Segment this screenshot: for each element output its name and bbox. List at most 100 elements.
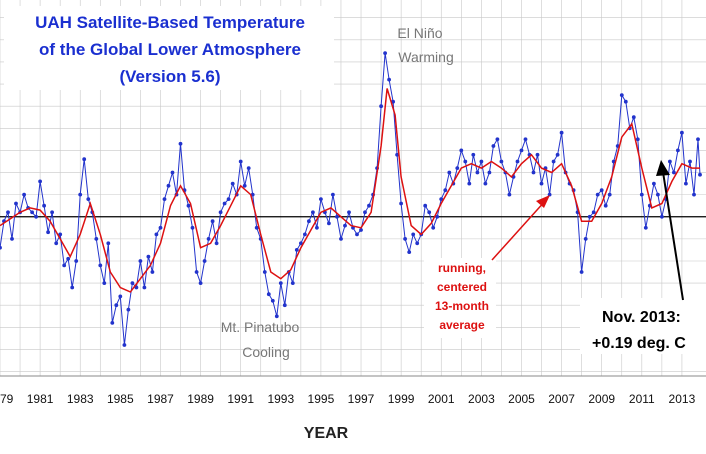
data-point [475, 170, 480, 175]
data-point [519, 148, 524, 153]
data-point [619, 93, 624, 97]
data-point [178, 141, 183, 146]
x-tick-label: 2007 [548, 392, 575, 406]
data-point [439, 197, 444, 202]
running-avg-label-line-1: running, [438, 261, 486, 275]
data-point [367, 203, 371, 208]
data-point [290, 281, 295, 285]
data-point [411, 232, 416, 237]
data-point [122, 343, 127, 347]
data-point [467, 181, 472, 186]
data-point [415, 241, 420, 246]
data-point [0, 245, 2, 250]
title-background [4, 6, 334, 90]
data-point [363, 210, 367, 215]
data-point [226, 197, 231, 202]
data-point [307, 219, 311, 224]
data-point [162, 197, 167, 202]
el-nino-label-line-1: El Niño [397, 25, 442, 41]
data-point [282, 303, 287, 308]
data-point [459, 148, 464, 153]
data-point [134, 285, 139, 290]
x-tick-label: 1979 [0, 392, 14, 406]
data-point [246, 166, 251, 171]
data-point [539, 181, 544, 186]
data-point [102, 281, 107, 285]
data-point [423, 203, 428, 208]
data-point [631, 115, 636, 120]
data-point [652, 181, 656, 186]
x-tick-label: 1997 [348, 392, 375, 406]
x-tick-label: 2009 [588, 392, 615, 406]
data-point [22, 192, 26, 197]
latest-value-line-1: Nov. 2013: [602, 309, 681, 326]
data-point [587, 214, 592, 219]
data-point [202, 259, 207, 263]
data-point [331, 192, 335, 197]
data-point [110, 321, 115, 325]
running-avg-label-line-4: average [439, 318, 485, 332]
data-point [62, 263, 67, 268]
data-point [194, 270, 199, 274]
data-point [230, 181, 235, 186]
data-point [499, 159, 504, 164]
data-point [427, 210, 432, 215]
data-point [158, 225, 163, 230]
data-point [383, 51, 387, 55]
data-point [30, 210, 34, 215]
data-point [672, 170, 676, 175]
x-tick-label: 1981 [27, 392, 54, 406]
data-point [82, 157, 87, 162]
data-point [126, 307, 131, 312]
data-point [266, 292, 271, 297]
data-point [443, 188, 448, 193]
data-point [250, 192, 255, 197]
data-point [78, 192, 83, 197]
data-point [118, 294, 123, 299]
x-tick-label: 1987 [147, 392, 174, 406]
data-point [54, 241, 59, 246]
x-tick-label: 1985 [107, 392, 134, 406]
running-average-line [0, 88, 700, 293]
data-point [170, 170, 175, 175]
running-avg-arrow-head [536, 195, 550, 208]
x-tick-label: 2011 [629, 392, 655, 406]
data-point [214, 241, 219, 246]
pinatubo-label-line-1: Mt. Pinatubo [221, 319, 300, 335]
data-point [299, 241, 303, 246]
data-point [150, 270, 155, 274]
data-point [559, 130, 564, 135]
data-point [535, 152, 540, 157]
data-point [579, 270, 584, 274]
data-point [315, 225, 319, 230]
data-point [555, 152, 560, 157]
data-point [50, 210, 54, 215]
data-point [680, 130, 684, 135]
data-point [94, 237, 99, 241]
latest-value-background [580, 298, 706, 354]
data-point [595, 192, 600, 197]
data-point [515, 159, 520, 164]
running-avg-arrow-line [491, 199, 547, 261]
chart-title-line-3: (Version 5.6) [119, 67, 220, 86]
x-tick-label: 1983 [67, 392, 94, 406]
x-tick-label: 1999 [388, 392, 415, 406]
data-point [319, 197, 323, 202]
x-tick-label: 1991 [227, 392, 254, 406]
data-point [379, 104, 383, 109]
data-point [523, 137, 528, 142]
data-point [431, 225, 436, 230]
data-point [435, 214, 440, 219]
data-point [86, 197, 91, 202]
x-axis-ticks: 1979 1981 1983 1985 1987 1989 1991 1993 1995 1997… [0, 392, 696, 406]
data-point [6, 210, 10, 215]
data-point [591, 210, 596, 215]
data-point [355, 232, 359, 237]
data-point [507, 192, 512, 197]
data-point [471, 152, 476, 157]
data-point [447, 170, 452, 175]
data-point [487, 170, 492, 175]
data-point [639, 192, 644, 197]
data-point [311, 210, 315, 215]
